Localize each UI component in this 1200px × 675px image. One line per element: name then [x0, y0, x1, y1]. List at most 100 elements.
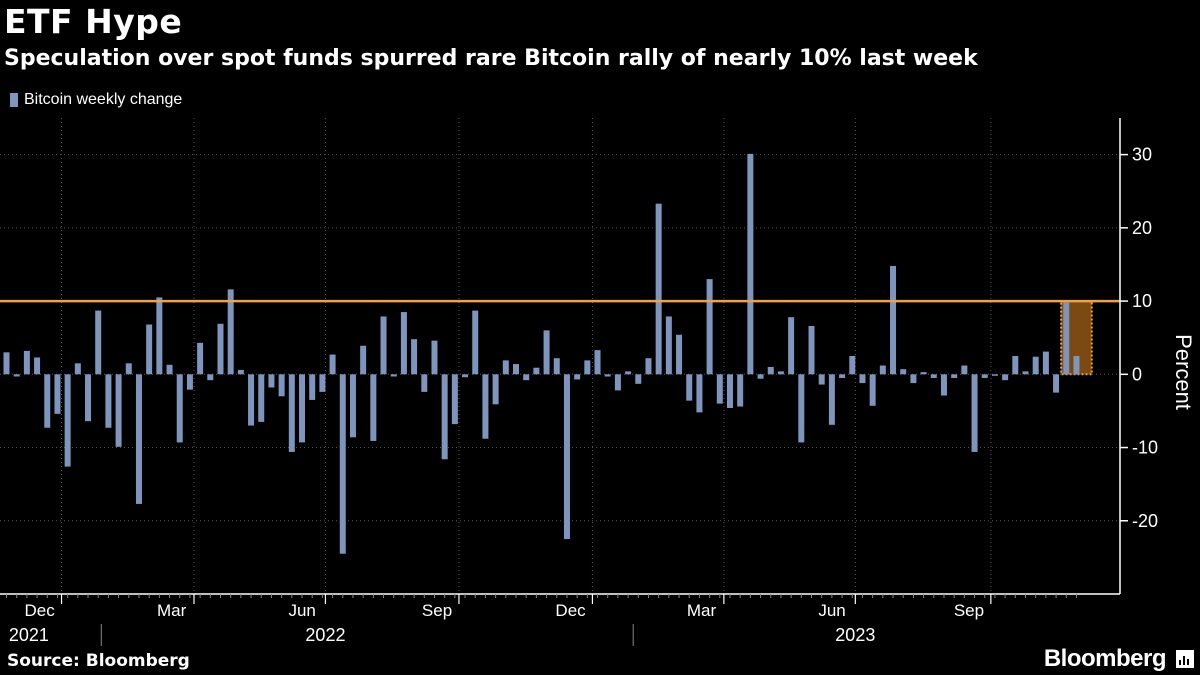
bar — [502, 360, 509, 375]
bar — [910, 374, 917, 384]
bar — [798, 374, 805, 443]
bar — [553, 358, 560, 375]
bar — [981, 374, 988, 378]
bar — [991, 374, 998, 376]
axes — [0, 118, 1128, 646]
bar — [105, 374, 112, 428]
bar — [1022, 371, 1029, 375]
bar — [54, 374, 61, 414]
bar — [258, 374, 265, 422]
bar — [513, 364, 519, 375]
bar — [961, 365, 968, 375]
bar — [390, 374, 397, 377]
x-tick-label: Jun — [288, 601, 315, 620]
grid-lines — [0, 118, 1120, 594]
bar — [604, 374, 611, 377]
y-axis-label: Percent — [1171, 334, 1196, 410]
bar — [186, 374, 193, 390]
bar — [920, 372, 927, 375]
bar — [349, 374, 356, 438]
bar — [777, 371, 784, 375]
bar — [197, 342, 204, 375]
bar — [125, 363, 132, 375]
bar — [462, 374, 469, 378]
bar — [839, 374, 846, 378]
bar — [594, 350, 601, 375]
bar — [655, 203, 662, 375]
bar — [400, 312, 407, 375]
x-tick-label: Dec — [555, 601, 586, 620]
bar — [339, 374, 346, 554]
source-note: Source: Bloomberg — [7, 651, 190, 671]
bar — [451, 374, 458, 425]
bar — [818, 374, 825, 385]
bar — [614, 374, 621, 391]
bar — [482, 374, 489, 439]
bar — [299, 374, 306, 443]
bar — [23, 350, 30, 375]
bar — [278, 374, 285, 397]
bar — [217, 323, 224, 375]
y-tick-label: 10 — [1132, 291, 1152, 311]
bar — [686, 374, 693, 401]
bar — [1073, 356, 1080, 375]
bar — [665, 316, 672, 375]
bar — [360, 345, 367, 375]
bar — [411, 339, 418, 375]
bar — [757, 374, 764, 379]
bar — [1042, 351, 1049, 375]
bar — [1002, 374, 1009, 381]
bar — [716, 374, 723, 404]
brand-logo-text: Bloomberg — [1043, 645, 1167, 672]
bar — [156, 297, 163, 375]
bar — [1032, 356, 1039, 375]
y-tick-label: -10 — [1132, 438, 1158, 458]
y-tick-label: 0 — [1132, 364, 1142, 384]
bar — [95, 310, 102, 375]
bar — [849, 356, 856, 375]
bar — [747, 153, 754, 375]
y-tick-label: 20 — [1132, 218, 1152, 238]
bar — [309, 374, 316, 400]
x-year-label: 2023 — [835, 625, 875, 645]
bar — [441, 374, 448, 460]
bar — [115, 374, 122, 447]
legend-swatch — [10, 93, 18, 107]
bar — [533, 367, 540, 375]
bar — [869, 374, 876, 406]
chart-subtitle: Speculation over spot funds spurred rare… — [4, 46, 978, 71]
bar — [146, 324, 153, 375]
x-tick-label: Jun — [818, 601, 845, 620]
bar — [380, 316, 387, 375]
bars — [3, 153, 1080, 554]
bar — [13, 374, 20, 377]
bar — [971, 374, 978, 452]
bar — [543, 330, 550, 375]
bar — [248, 374, 255, 426]
bar — [3, 352, 10, 375]
bar — [34, 357, 41, 375]
bar — [1053, 374, 1060, 393]
bar — [930, 374, 937, 378]
x-tick-label: Mar — [157, 601, 187, 620]
bar — [879, 365, 886, 375]
bar — [44, 374, 51, 428]
bar — [288, 374, 295, 452]
bar — [227, 289, 234, 375]
bloomberg-chart-icon — [1176, 650, 1194, 668]
bar — [625, 371, 632, 375]
x-tick-labels: Dec Mar Jun Sep Dec Mar Jun Sep 2021 2022 2023 — [9, 601, 984, 645]
bar — [645, 358, 652, 375]
x-tick-label: Sep — [422, 601, 452, 620]
bar — [584, 360, 591, 375]
y-tick-label: -20 — [1132, 511, 1158, 531]
bar — [900, 369, 907, 375]
bar — [706, 279, 713, 375]
bar — [237, 369, 244, 375]
bar — [64, 374, 71, 467]
x-tick-label: Mar — [687, 601, 717, 620]
bar — [767, 366, 774, 375]
x-tick-label: Sep — [954, 601, 984, 620]
bar — [421, 374, 428, 392]
bar — [370, 374, 377, 441]
